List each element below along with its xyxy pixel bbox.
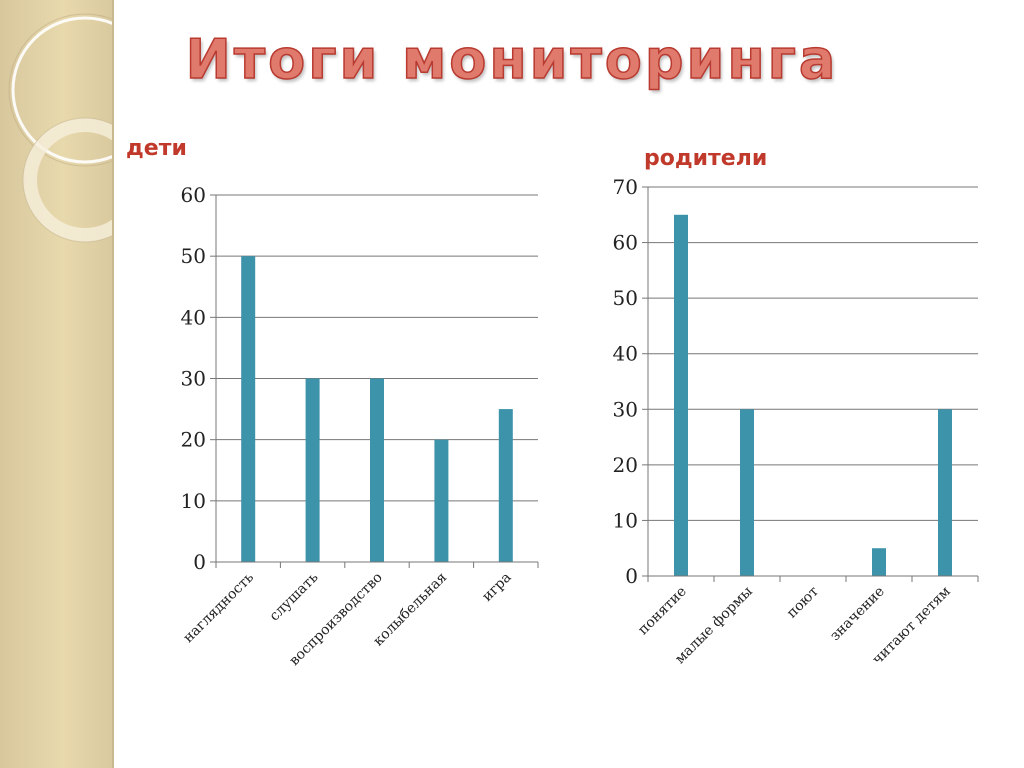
bar bbox=[434, 439, 449, 562]
decorative-sidebar bbox=[0, 0, 114, 768]
sidebar-divider bbox=[112, 0, 114, 768]
y-tick-label: 20 bbox=[181, 428, 206, 452]
y-tick-label: 30 bbox=[613, 397, 638, 421]
x-tick-label: игра bbox=[479, 570, 514, 605]
bar bbox=[674, 214, 688, 576]
y-tick-label: 50 bbox=[181, 244, 206, 268]
y-tick-label: 50 bbox=[613, 286, 638, 310]
x-tick-label: поют bbox=[784, 583, 822, 621]
y-tick-label: 40 bbox=[181, 305, 206, 329]
bar bbox=[740, 409, 754, 576]
y-tick-label: 60 bbox=[181, 183, 206, 207]
y-tick-label: 40 bbox=[613, 342, 638, 366]
slide-title: Итоги мониторинга bbox=[185, 27, 839, 92]
bar bbox=[241, 256, 256, 562]
y-tick-label: 0 bbox=[625, 564, 638, 588]
y-tick-label: 30 bbox=[181, 367, 206, 391]
bar bbox=[938, 409, 952, 576]
y-tick-label: 10 bbox=[613, 508, 638, 532]
y-tick-label: 70 bbox=[613, 175, 638, 199]
decorative-circles bbox=[8, 13, 114, 243]
x-tick-label: слушать bbox=[266, 569, 321, 624]
chart-1-label: дети bbox=[126, 136, 187, 161]
bar bbox=[872, 548, 886, 576]
y-tick-label: 20 bbox=[613, 453, 638, 477]
y-tick-label: 10 bbox=[181, 489, 206, 513]
y-tick-label: 0 bbox=[193, 550, 206, 574]
bar bbox=[370, 378, 384, 562]
y-tick-label: 60 bbox=[613, 231, 638, 255]
bar bbox=[498, 409, 513, 562]
bar bbox=[305, 378, 320, 562]
x-tick-label: наглядность bbox=[180, 569, 257, 646]
x-tick-label: значение bbox=[827, 584, 888, 645]
chart-2-label: родители bbox=[644, 146, 768, 171]
x-tick-label: понятие bbox=[635, 584, 690, 639]
